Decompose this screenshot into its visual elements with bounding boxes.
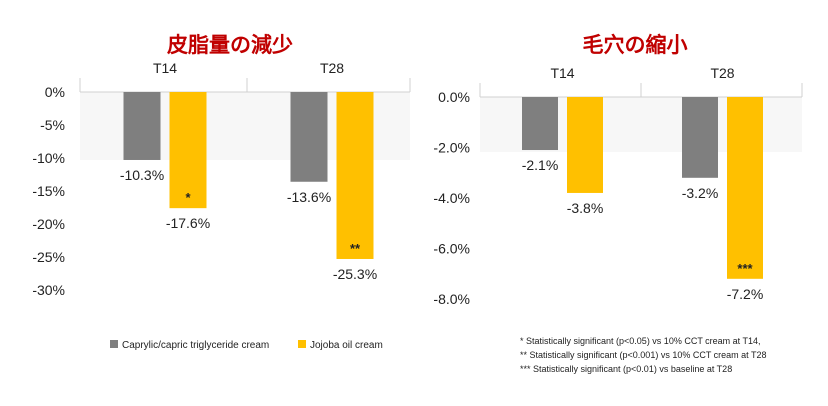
y-tick-label: -20% [32,216,65,232]
category-label: T28 [710,65,734,81]
chart-title-sebum: 皮脂量の減少 [167,33,293,57]
bar-cct-t14 [522,97,558,151]
y-tick-label: -4.0% [433,190,470,206]
data-label: -13.6% [287,189,331,205]
y-tick-label: -10% [32,150,65,166]
y-tick-label: -15% [32,183,65,199]
bar-jojoba-t28 [336,92,374,259]
footnote-3: *** Statistically significant (p<0.01) v… [520,364,732,374]
legend: Caprylic/capric triglyceride cream Jojob… [110,340,383,351]
chart-title-pores: 毛穴の縮小 [583,33,688,57]
significance-marker: *** [737,261,753,276]
y-tick-label: -25% [32,249,65,265]
data-label: -25.3% [333,266,377,282]
category-label: T14 [153,60,177,76]
chart-pores: 毛穴の縮小 0.0% -2.0% -4.0% -6.0% -8.0% T14 T28 -2.1… [433,33,803,307]
bars-pores: 0.0% -2.0% -4.0% -6.0% -8.0% T14 T28 -2.1% -3.2%… [433,65,803,307]
data-label: -3.8% [567,200,604,216]
bar-jojoba-t28 [727,97,763,279]
y-tick-label: 0% [45,84,65,100]
bar-cct-t28 [290,92,328,182]
bar-jojoba-t14 [567,97,603,193]
legend-swatch-jojoba [298,340,306,348]
bar-cct-t28 [682,97,718,178]
significance-marker: * [185,190,191,205]
y-tick-label: -6.0% [433,241,470,257]
data-label: -3.2% [682,185,719,201]
significance-marker: ** [350,241,361,256]
bars-sebum: 0% -5% -10% -15% -20% -25% -30% T14 T28 -10.3% -13… [32,60,411,298]
data-label: -2.1% [522,157,559,173]
legend-label-cct: Caprylic/capric triglyceride cream [122,340,269,351]
y-tick-label: -30% [32,282,65,298]
y-tick-label: -2.0% [433,140,470,156]
bar-jojoba-t14 [169,92,207,209]
category-label: T14 [550,65,574,81]
data-label: -10.3% [120,167,164,183]
y-tick-label: -8.0% [433,291,470,307]
footnote-2: ** Statistically significant (p<0.001) v… [520,350,767,360]
legend-swatch-cct [110,340,118,348]
bar-cct-t14 [123,92,161,160]
footnote-1: * Statistically significant (p<0.05) vs … [520,336,761,346]
category-label: T28 [320,60,344,76]
y-tick-label: 0.0% [438,89,470,105]
legend-label-jojoba: Jojoba oil cream [310,340,383,351]
chart-sebum: 皮脂量の減少 0% -5% -10% -15% -20% -25% -30% T14 T28 -1… [32,33,411,298]
y-tick-label: -5% [40,117,65,133]
data-label: -7.2% [727,286,764,302]
data-label: -17.6% [166,215,210,231]
footnotes: * Statistically significant (p<0.05) vs … [520,336,767,374]
